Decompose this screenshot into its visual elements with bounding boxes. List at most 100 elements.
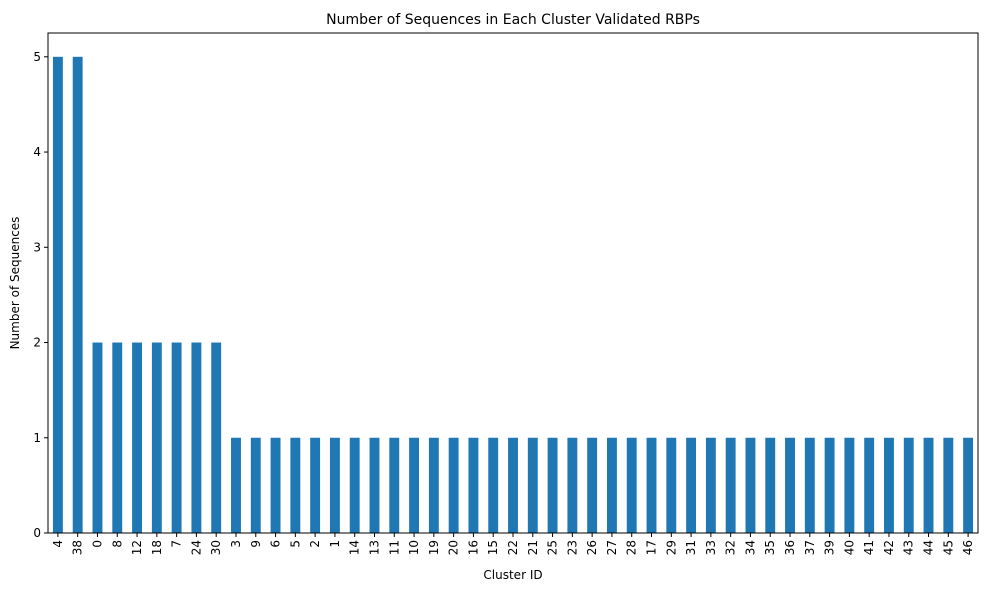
bar-cluster-36 xyxy=(785,437,795,533)
x-tick-label: 40 xyxy=(842,540,856,555)
bar-cluster-43 xyxy=(903,437,914,533)
bar-cluster-0 xyxy=(92,342,103,533)
x-tick-label: 15 xyxy=(486,540,500,555)
x-tick-label: 37 xyxy=(803,540,817,555)
bar-cluster-20 xyxy=(448,437,459,533)
x-tick-label: 36 xyxy=(783,540,797,555)
x-tick-label: 16 xyxy=(466,540,480,555)
bar-cluster-19 xyxy=(428,437,439,533)
bar-cluster-31 xyxy=(686,437,697,533)
x-tick-label: 34 xyxy=(743,540,757,555)
bar-cluster-37 xyxy=(804,437,815,533)
x-tick-label: 44 xyxy=(922,540,936,555)
x-tick-label: 13 xyxy=(367,540,381,555)
bar-cluster-35 xyxy=(765,437,776,533)
bar-cluster-7 xyxy=(171,342,182,533)
bar-cluster-1 xyxy=(329,437,340,533)
x-tick-label: 46 xyxy=(961,540,975,555)
x-tick-label: 10 xyxy=(407,540,421,555)
x-tick-label: 12 xyxy=(130,540,144,555)
bar-cluster-17 xyxy=(646,437,657,533)
y-axis-label: Number of Sequences xyxy=(8,217,22,350)
bar-cluster-44 xyxy=(923,437,934,533)
y-tick-label: 2 xyxy=(33,336,41,350)
bar-cluster-28 xyxy=(626,437,637,533)
x-tick-label: 11 xyxy=(387,540,401,555)
bar-cluster-27 xyxy=(606,437,617,533)
y-tick-label: 4 xyxy=(33,145,41,159)
x-tick-label: 18 xyxy=(150,540,164,555)
bars-group xyxy=(52,56,974,534)
x-tick-label: 6 xyxy=(269,540,283,548)
bar-cluster-12 xyxy=(132,342,142,533)
x-tick-label: 27 xyxy=(605,540,619,555)
bar-cluster-2 xyxy=(310,437,321,533)
bar-cluster-13 xyxy=(369,437,380,533)
bar-cluster-4 xyxy=(52,56,63,534)
bar-cluster-40 xyxy=(844,437,855,533)
x-tick-label: 33 xyxy=(704,540,718,555)
bar-cluster-38 xyxy=(72,56,83,534)
x-tick-label: 2 xyxy=(308,540,322,548)
x-tick-label: 42 xyxy=(882,540,896,555)
bar-cluster-29 xyxy=(666,437,677,533)
y-tick-label: 5 xyxy=(33,50,41,64)
bar-cluster-23 xyxy=(567,437,578,533)
x-tick-label: 30 xyxy=(209,540,223,555)
x-tick-label: 45 xyxy=(941,540,955,555)
bar-cluster-14 xyxy=(349,437,360,533)
x-tick-label: 8 xyxy=(110,540,124,548)
y-tick-label: 3 xyxy=(33,240,41,254)
x-axis-label: Cluster ID xyxy=(483,568,542,582)
x-tick-label: 29 xyxy=(664,540,678,555)
x-tick-label: 41 xyxy=(862,540,876,555)
bar-cluster-5 xyxy=(290,437,301,533)
bar-cluster-45 xyxy=(943,437,954,533)
x-tick-label: 35 xyxy=(763,540,777,555)
x-tick-label: 26 xyxy=(585,540,599,555)
bar-cluster-46 xyxy=(963,437,974,533)
x-tick-label: 23 xyxy=(565,540,579,555)
bar-cluster-25 xyxy=(547,437,558,533)
bar-cluster-33 xyxy=(705,437,716,533)
bar-cluster-15 xyxy=(488,437,499,533)
x-tick-label: 14 xyxy=(348,540,362,555)
bar-cluster-21 xyxy=(527,437,538,533)
x-tick-label: 7 xyxy=(170,540,184,548)
x-axis: 4 38 0 8 12 18 7 24 30 3 9 6 5 2 1 14 13 11 10 19 20 16 15 22 21… xyxy=(51,533,975,555)
bar-cluster-41 xyxy=(864,437,875,533)
bar-cluster-6 xyxy=(270,437,281,533)
x-tick-label: 21 xyxy=(526,540,540,555)
bar-cluster-16 xyxy=(468,437,479,533)
x-tick-label: 9 xyxy=(249,540,263,548)
x-tick-label: 17 xyxy=(645,540,659,555)
bar-cluster-39 xyxy=(824,437,835,533)
x-tick-label: 32 xyxy=(724,540,738,555)
x-tick-label: 20 xyxy=(447,540,461,555)
x-tick-label: 4 xyxy=(51,540,65,548)
bar-cluster-9 xyxy=(250,437,261,533)
x-tick-label: 1 xyxy=(328,540,342,548)
chart-title: Number of Sequences in Each Cluster Vali… xyxy=(326,12,700,28)
x-tick-label: 24 xyxy=(189,540,203,555)
x-tick-label: 22 xyxy=(506,540,520,555)
x-tick-label: 5 xyxy=(288,540,302,548)
bar-cluster-34 xyxy=(745,437,756,533)
plot-frame xyxy=(47,32,979,534)
x-tick-label: 31 xyxy=(684,540,698,555)
bar-cluster-10 xyxy=(409,437,420,533)
x-tick-label: 38 xyxy=(71,540,85,555)
bar-cluster-3 xyxy=(231,437,241,533)
y-axis: 0 1 2 3 4 5 xyxy=(33,50,48,540)
y-tick-label: 0 xyxy=(33,526,41,540)
bar-cluster-8 xyxy=(112,342,123,533)
x-tick-label: 3 xyxy=(229,540,243,548)
bar-cluster-18 xyxy=(151,342,162,533)
bar-cluster-24 xyxy=(191,342,202,533)
bar-cluster-32 xyxy=(725,437,736,533)
bar-cluster-11 xyxy=(389,437,400,533)
x-tick-label: 43 xyxy=(902,540,916,555)
x-tick-label: 19 xyxy=(427,540,441,555)
bar-cluster-42 xyxy=(884,437,894,533)
